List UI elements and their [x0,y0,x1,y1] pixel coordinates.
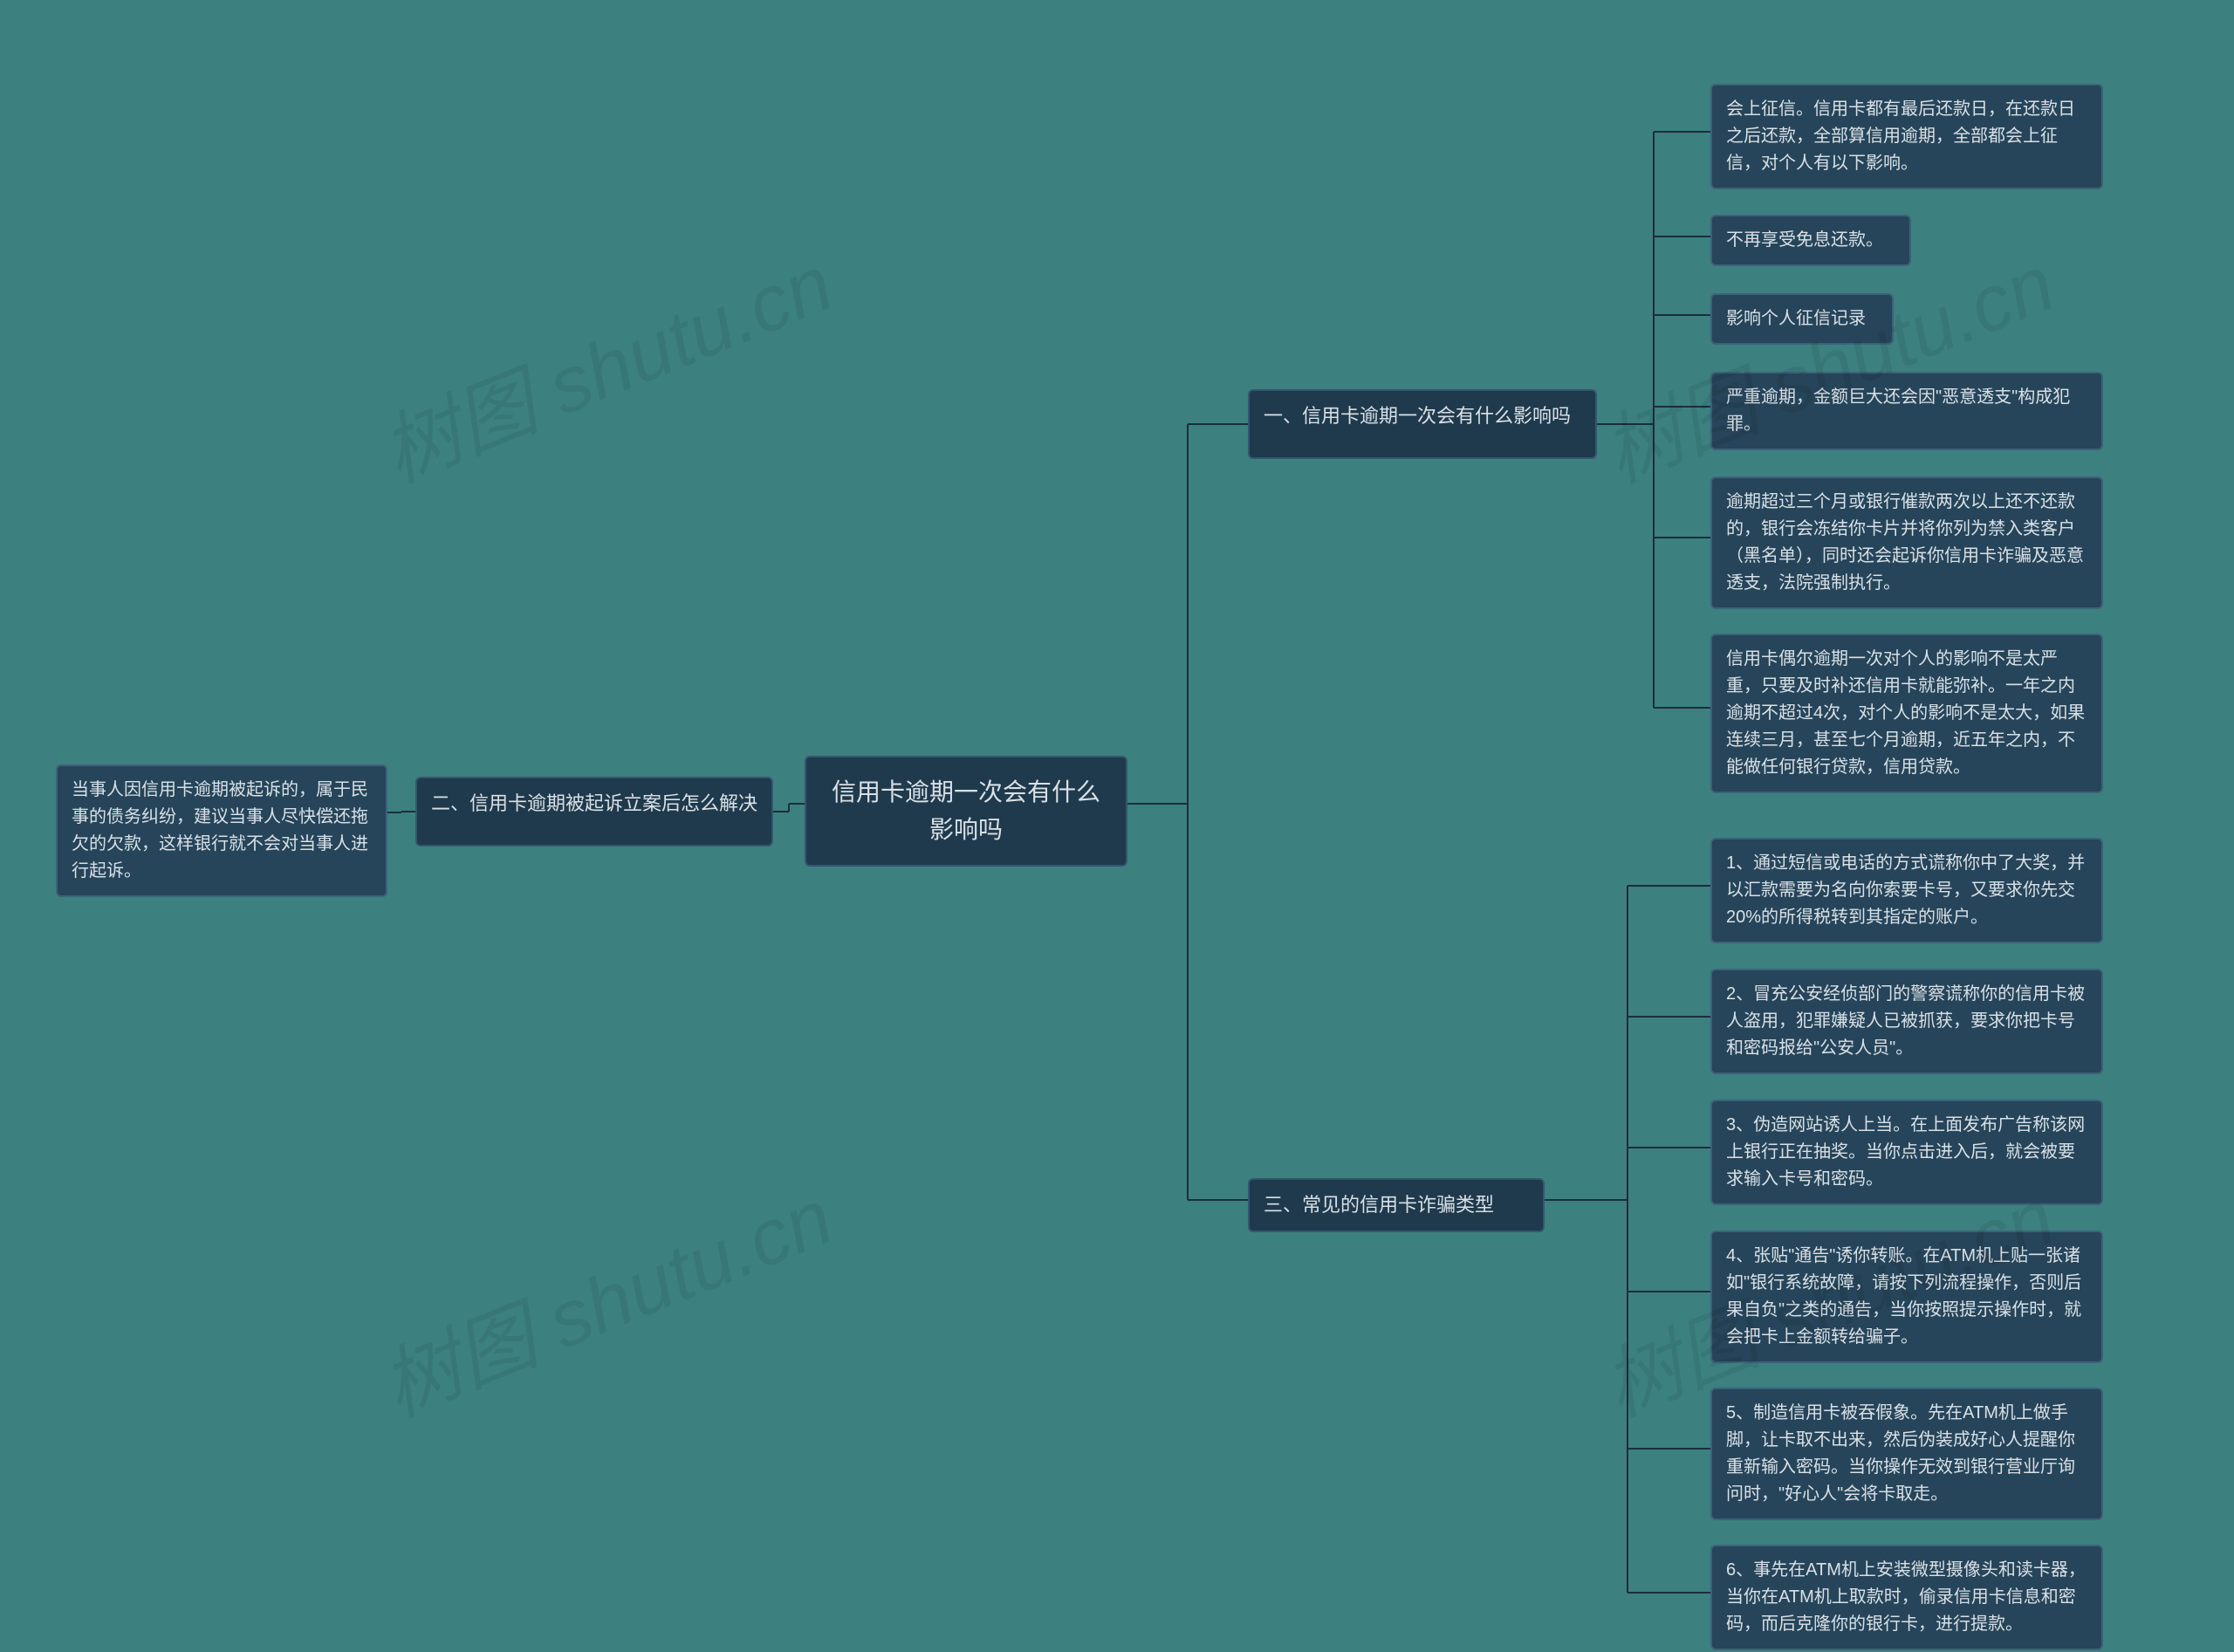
mindmap-node-b1[interactable]: 一、信用卡逾期一次会有什么影响吗 [1248,389,1597,459]
mindmap-node-b1_l5[interactable]: 逾期超过三个月或银行催款两次以上还不还款的，银行会冻结你卡片并将你列为禁入类客户… [1710,476,2103,609]
mindmap-node-b1_l1[interactable]: 会上征信。信用卡都有最后还款日，在还款日之后还款，全部算信用逾期，全部都会上征信… [1710,84,2103,189]
mindmap-node-root[interactable]: 信用卡逾期一次会有什么影响吗 [805,756,1127,867]
mindmap-node-b3_l4[interactable]: 4、张贴"通告"诱你转账。在ATM机上贴一张诸如"银行系统故障，请按下列流程操作… [1710,1230,2103,1363]
mindmap-node-b3[interactable]: 三、常见的信用卡诈骗类型 [1248,1178,1545,1232]
mindmap-node-b3_l3[interactable]: 3、伪造网站诱人上当。在上面发布广告称该网上银行正在抽奖。当你点击进入后，就会被… [1710,1100,2103,1205]
mindmap-node-b3_l2[interactable]: 2、冒充公安经侦部门的警察谎称你的信用卡被人盗用，犯罪嫌疑人已被抓获，要求你把卡… [1710,969,2103,1074]
mindmap-node-b1_l3[interactable]: 影响个人征信记录 [1710,293,1894,345]
mindmap-node-b3_l5[interactable]: 5、制造信用卡被吞假象。先在ATM机上做手脚，让卡取不出来，然后伪装成好心人提醒… [1710,1388,2103,1520]
mindmap-node-b2[interactable]: 二、信用卡逾期被起诉立案后怎么解决 [415,777,773,847]
mindmap-node-b3_l1[interactable]: 1、通过短信或电话的方式谎称你中了大奖，并以汇款需要为名向你索要卡号，又要求你先… [1710,838,2103,943]
mindmap-node-b2_l1[interactable]: 当事人因信用卡逾期被起诉的，属于民事的债务纠纷，建议当事人尽快偿还拖欠的欠款，这… [56,764,387,897]
mindmap-node-b1_l4[interactable]: 严重逾期，金额巨大还会因"恶意透支"构成犯罪。 [1710,372,2103,450]
mindmap-node-b3_l6[interactable]: 6、事先在ATM机上安装微型摄像头和读卡器，当你在ATM机上取款时，偷录信用卡信… [1710,1545,2103,1650]
mindmap-node-b1_l6[interactable]: 信用卡偶尔逾期一次对个人的影响不是太严重，只要及时补还信用卡就能弥补。一年之内逾… [1710,634,2103,793]
mindmap-node-b1_l2[interactable]: 不再享受免息还款。 [1710,215,1911,266]
